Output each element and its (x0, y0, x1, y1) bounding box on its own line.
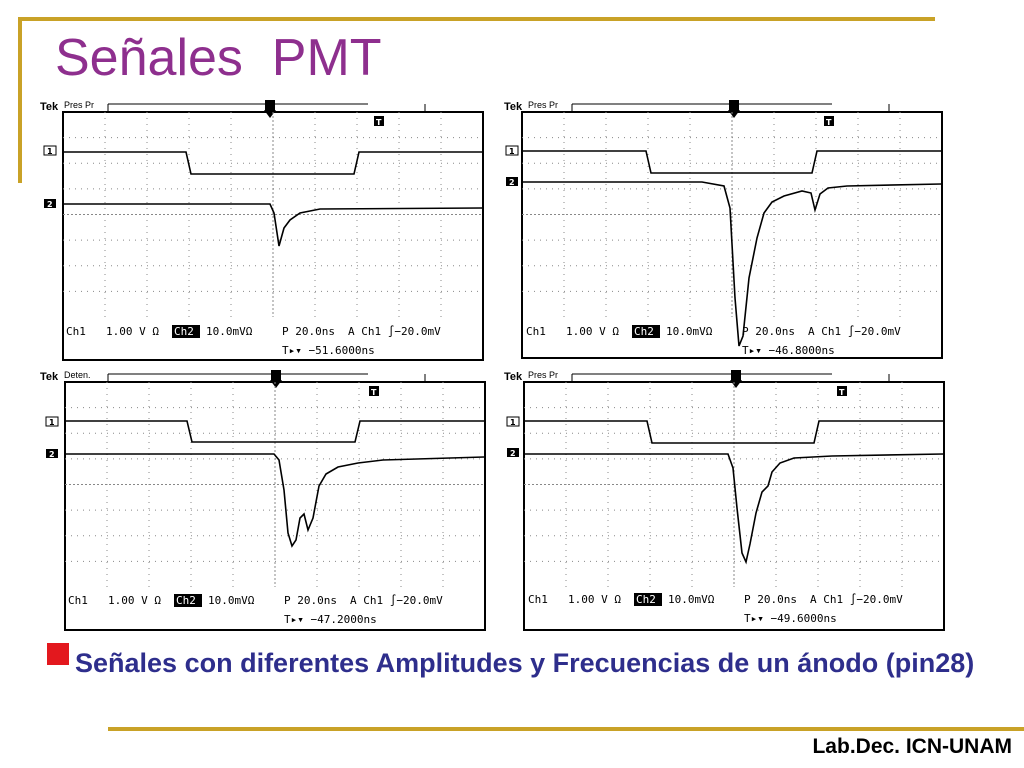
scope-timebase: P 20.0ns (282, 325, 335, 338)
scope-ch2-scale: 10.0mVΩ (208, 594, 255, 607)
svg-text:2: 2 (47, 200, 53, 209)
scope-delay: T▸▾ −49.6000ns (744, 612, 837, 625)
slide-footer: Lab.Dec. ICN-UNAM (812, 735, 1012, 758)
scope-mode: Deten. (64, 370, 91, 380)
scope-trigger: A Ch1 ∫−20.0mV (808, 325, 901, 338)
scope-ch1-label: Ch1 (526, 325, 546, 338)
scope-ch2-label-bg (632, 325, 660, 338)
top-accent-rule (20, 17, 935, 21)
scope-ch1-scale: 1.00 V Ω (566, 325, 619, 338)
channel-1-marker: 1 (505, 145, 519, 156)
scope-trigger: A Ch1 ∫−20.0mV (348, 325, 441, 338)
trace-marker-icon: T (837, 386, 847, 397)
scope-brand: Tek (40, 101, 59, 113)
scope-ch2-label-bg (174, 594, 202, 607)
trace-marker-icon: T (824, 116, 834, 127)
svg-text:1: 1 (49, 418, 55, 427)
scope-ch2-label: Ch2 (176, 594, 196, 607)
channel-2-marker: 2 (44, 199, 56, 209)
scope-ch2-label: Ch2 (636, 593, 656, 606)
slide-caption: Señales con diferentes Amplitudes y Frec… (75, 648, 975, 678)
channel-2-marker: 2 (46, 449, 58, 459)
scope-ch2-scale: 10.0mVΩ (668, 593, 715, 606)
channel-1-marker: 1 (45, 416, 59, 427)
bottom-accent-rule (108, 727, 1024, 731)
left-accent-rule (18, 17, 22, 183)
channel-2-trace (523, 181, 942, 347)
bullet-square-icon (47, 643, 69, 665)
scope-graticule (522, 112, 942, 317)
scope-mode: Pres Pr (64, 100, 94, 110)
svg-text:1: 1 (509, 147, 515, 156)
svg-text:T: T (826, 118, 832, 127)
oscilloscope-capture-2: Tek Pres Pr 1 2 T Ch1 1.00 V Ω Ch2 10.0m… (502, 98, 952, 363)
channel-2-marker: 2 (507, 448, 519, 458)
scope-ch1-label: Ch1 (68, 594, 88, 607)
scope-timebase: P 20.0ns (744, 593, 797, 606)
scope-graticule (65, 382, 485, 587)
scope-delay: T▸▾ −46.8000ns (742, 344, 835, 357)
trigger-position-icon (730, 370, 742, 388)
scope-graticule (63, 112, 483, 317)
channel-1-trace (64, 151, 482, 175)
scope-ch1-label: Ch1 (528, 593, 548, 606)
oscilloscope-capture-4: Tek Pres Pr 1 2 T Ch1 1.00 V Ω Ch2 10.0m… (502, 368, 952, 633)
scope-ch2-scale: 10.0mVΩ (206, 325, 253, 338)
scope-trigger: A Ch1 ∫−20.0mV (350, 594, 443, 607)
channel-1-trace (66, 420, 484, 443)
scope-ch1-scale: 1.00 V Ω (108, 594, 161, 607)
trace-marker-icon: T (369, 386, 379, 397)
channel-2-trace (66, 453, 485, 548)
scope-ch2-label: Ch2 (174, 325, 194, 338)
scope-timebase: P 20.0ns (284, 594, 337, 607)
trigger-position-icon (728, 100, 740, 118)
scope-ch1-scale: 1.00 V Ω (568, 593, 621, 606)
trigger-position-icon (270, 370, 282, 388)
trace-marker-icon: T (374, 116, 384, 127)
scope-mode: Pres Pr (528, 370, 558, 380)
channel-1-marker: 1 (506, 416, 520, 427)
svg-text:1: 1 (510, 418, 516, 427)
scope-timebase: P 20.0ns (742, 325, 795, 338)
svg-text:T: T (376, 118, 382, 127)
scope-ch2-label-bg (634, 593, 662, 606)
channel-1-trace (523, 150, 941, 174)
scope-ch2-scale: 10.0mVΩ (666, 325, 713, 338)
scope-mode: Pres Pr (528, 100, 558, 110)
slide-title: Señales PMT (55, 29, 382, 87)
scope-ch1-label: Ch1 (66, 325, 86, 338)
channel-2-trace (525, 453, 944, 565)
scope-trigger: A Ch1 ∫−20.0mV (810, 593, 903, 606)
channel-1-trace (525, 420, 943, 444)
scope-delay: T▸▾ −51.6000ns (282, 344, 375, 357)
scope-brand: Tek (504, 371, 523, 383)
oscilloscope-capture-1: Tek Pres Pr 1 2 T Ch1 1.00 V Ω Ch2 10.0m… (38, 98, 488, 363)
scope-ch2-label: Ch2 (634, 325, 654, 338)
svg-text:1: 1 (47, 147, 53, 156)
svg-text:2: 2 (510, 449, 516, 458)
scope-ch1-scale: 1.00 V Ω (106, 325, 159, 338)
scope-brand: Tek (504, 101, 523, 113)
svg-text:T: T (839, 388, 845, 397)
svg-text:2: 2 (509, 178, 515, 187)
channel-2-marker: 2 (506, 177, 518, 187)
oscilloscope-capture-3: Tek Deten. 1 2 T Ch1 1.00 V Ω Ch2 10.0mV… (38, 368, 488, 633)
scope-delay: T▸▾ −47.2000ns (284, 613, 377, 626)
svg-text:2: 2 (49, 450, 55, 459)
svg-text:T: T (371, 388, 377, 397)
trigger-position-icon (264, 100, 276, 118)
channel-2-trace (64, 203, 483, 247)
scope-brand: Tek (40, 371, 59, 383)
channel-1-marker: 1 (43, 145, 57, 156)
scope-ch2-label-bg (172, 325, 200, 338)
